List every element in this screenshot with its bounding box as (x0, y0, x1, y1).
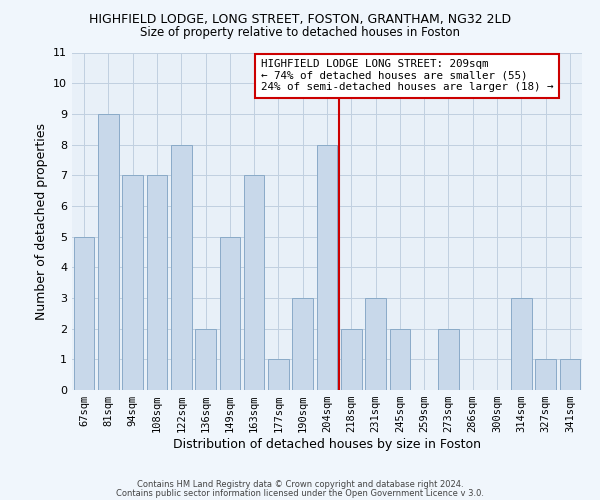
Y-axis label: Number of detached properties: Number of detached properties (35, 122, 47, 320)
Bar (365, 298, 386, 390)
Bar (511, 298, 532, 390)
X-axis label: Distribution of detached houses by size in Foston: Distribution of detached houses by size … (173, 438, 481, 451)
Bar (220, 236, 240, 390)
Bar (244, 175, 265, 390)
Bar (560, 360, 580, 390)
Text: Contains public sector information licensed under the Open Government Licence v : Contains public sector information licen… (116, 488, 484, 498)
Text: Contains HM Land Registry data © Crown copyright and database right 2024.: Contains HM Land Registry data © Crown c… (137, 480, 463, 489)
Bar (146, 175, 167, 390)
Bar (341, 328, 362, 390)
Bar (292, 298, 313, 390)
Text: HIGHFIELD LODGE LONG STREET: 209sqm
← 74% of detached houses are smaller (55)
24: HIGHFIELD LODGE LONG STREET: 209sqm ← 74… (260, 59, 553, 92)
Bar (195, 328, 216, 390)
Bar (122, 175, 143, 390)
Bar (317, 144, 337, 390)
Text: Size of property relative to detached houses in Foston: Size of property relative to detached ho… (140, 26, 460, 39)
Bar (171, 144, 191, 390)
Bar (98, 114, 119, 390)
Bar (74, 236, 94, 390)
Bar (389, 328, 410, 390)
Bar (438, 328, 459, 390)
Text: HIGHFIELD LODGE, LONG STREET, FOSTON, GRANTHAM, NG32 2LD: HIGHFIELD LODGE, LONG STREET, FOSTON, GR… (89, 12, 511, 26)
Bar (268, 360, 289, 390)
Bar (535, 360, 556, 390)
